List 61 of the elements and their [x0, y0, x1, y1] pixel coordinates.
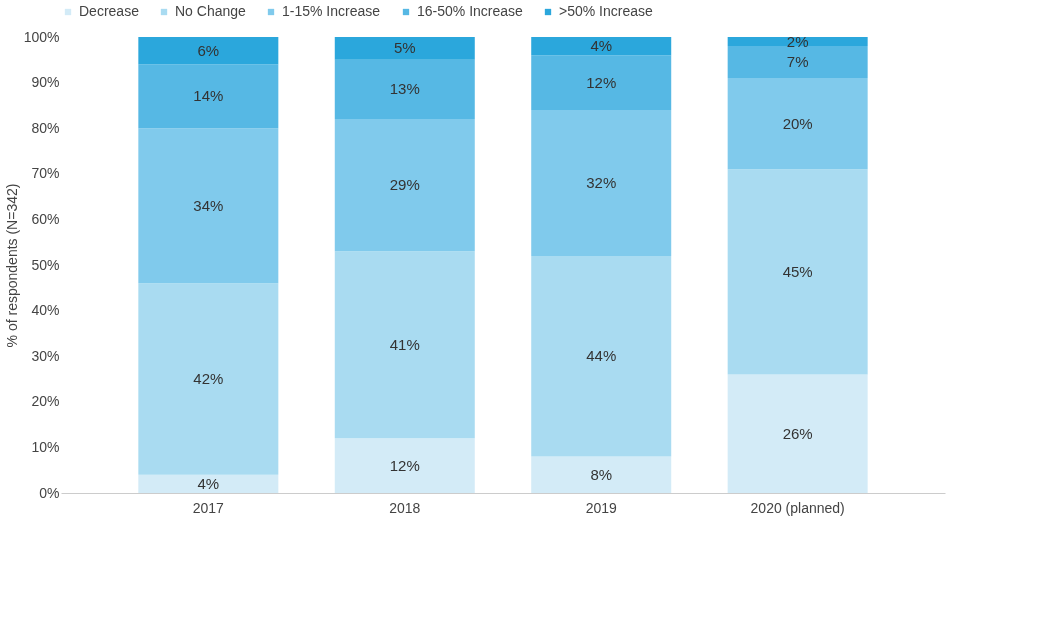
bar: [727, 374, 868, 493]
text: 12%: [389, 456, 420, 474]
text: 34%: [193, 196, 224, 214]
y-tick-label: 30%: [31, 347, 60, 364]
text: 12%: [586, 73, 617, 91]
bar: [531, 55, 672, 110]
bar: [334, 37, 475, 60]
y-tick-label: 80%: [31, 119, 60, 136]
legend-label: 16-50% Increase: [417, 3, 524, 19]
legend-label: Decrease: [79, 3, 140, 19]
text: 32%: [586, 173, 617, 191]
bar: [334, 438, 475, 493]
x-tick-label: 2020 (planned): [750, 499, 845, 516]
x-tick-label: 2019: [585, 499, 617, 516]
text: 29%: [389, 176, 420, 194]
y-axis-title: % of respondents (N=342): [3, 183, 20, 348]
text: 14%: [193, 87, 224, 105]
bar: [531, 109, 672, 256]
bar: [334, 119, 475, 252]
y-tick-label: 60%: [31, 210, 60, 227]
bar: [727, 78, 868, 170]
bar: [334, 59, 475, 120]
text: 45%: [782, 262, 813, 280]
text: 41%: [389, 335, 420, 353]
legend-label: 1-15% Increase: [282, 3, 381, 19]
bar: [531, 255, 672, 457]
y-tick-label: 90%: [31, 74, 60, 91]
bar: [531, 37, 672, 56]
text: 42%: [193, 370, 224, 387]
y-tick-label: 70%: [31, 165, 60, 182]
y-tick-label: 100%: [23, 28, 60, 45]
x-tick-label: 2017: [192, 499, 225, 516]
y-tick-label: 20%: [31, 393, 60, 410]
y-tick-label: 50%: [31, 256, 60, 273]
bar: [727, 46, 868, 79]
legend-label: >50% Increase: [559, 3, 653, 19]
text: 13%: [389, 80, 420, 98]
text: 7%: [786, 53, 809, 71]
text: 4%: [197, 474, 220, 492]
bar: [138, 64, 279, 129]
bar: [138, 474, 279, 493]
text: 4%: [590, 37, 613, 55]
text: 8%: [590, 465, 613, 483]
text: 44%: [586, 347, 617, 365]
y-tick-label: 10%: [31, 438, 60, 455]
text: 6%: [197, 41, 220, 59]
text: 20%: [782, 114, 813, 132]
bar: [334, 251, 475, 439]
x-tick-label: 2018: [389, 499, 421, 516]
bar: [531, 456, 672, 493]
bar: [138, 128, 279, 284]
text: 2%: [786, 32, 809, 50]
text: 26%: [782, 424, 813, 442]
bar: [727, 169, 868, 375]
y-tick-label: 0%: [39, 484, 60, 501]
y-tick-label: 40%: [31, 302, 60, 319]
bar: [138, 37, 279, 65]
legend-label: No Change: [175, 3, 247, 19]
bar: [138, 283, 279, 475]
bar: [727, 37, 868, 47]
text: 5%: [393, 39, 416, 57]
